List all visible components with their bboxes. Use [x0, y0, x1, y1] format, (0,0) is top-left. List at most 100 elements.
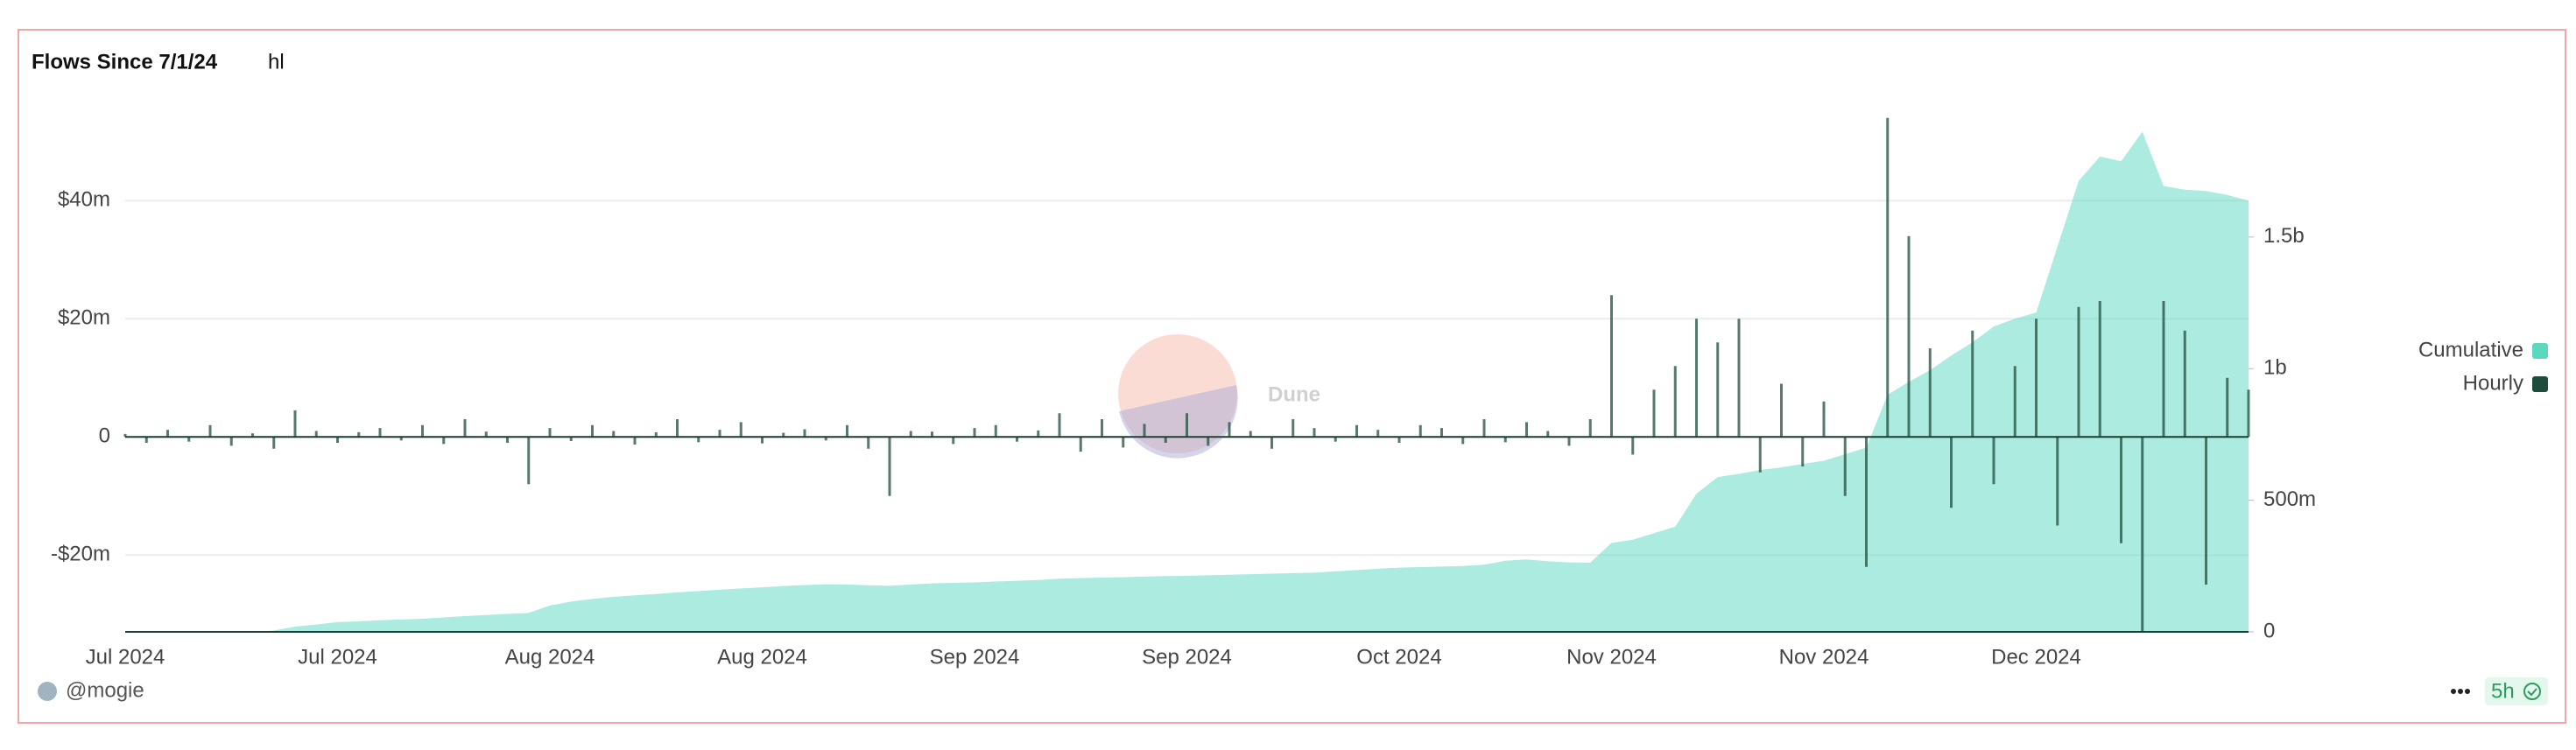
- hourly-bar: [2077, 306, 2080, 438]
- hourly-bar: [612, 431, 616, 438]
- hourly-bar: [1122, 437, 1125, 448]
- hourly-bar: [2226, 377, 2229, 438]
- hourly-bar: [591, 424, 594, 438]
- hourly-bar: [463, 419, 467, 438]
- more-button[interactable]: [2451, 689, 2470, 694]
- x-tick-label: Nov 2024: [1779, 645, 1869, 669]
- hourly-bar: [846, 424, 848, 438]
- hourly-bar: [803, 429, 806, 438]
- hourly-bar: [1418, 424, 1422, 438]
- hourly-bar: [1164, 437, 1167, 443]
- hourly-bar: [1334, 437, 1337, 442]
- chart-subtitle: hl: [268, 50, 285, 74]
- hourly-bar: [1716, 342, 1720, 438]
- hourly-bar: [1313, 428, 1316, 438]
- hourly-bar: [1058, 413, 1061, 438]
- hourly-bar: [1950, 437, 1953, 508]
- hourly-bar: [2098, 301, 2101, 438]
- hourly-bar: [314, 431, 318, 438]
- x-tick-label: Oct 2024: [1356, 645, 1441, 669]
- hourly-bar: [1186, 413, 1188, 438]
- hourly-bar: [1482, 419, 1486, 438]
- check-mark: [2527, 688, 2537, 697]
- hourly-bar: [399, 437, 403, 441]
- hourly-bar: [1631, 437, 1635, 455]
- author: @mogie: [66, 678, 144, 702]
- hourly-bar: [484, 431, 488, 438]
- hourly-bar: [2247, 389, 2250, 438]
- hourly-bar: [378, 428, 382, 438]
- hourly-bar: [1822, 401, 1826, 438]
- dot: [2451, 689, 2456, 694]
- hourly-bar: [1143, 424, 1146, 438]
- y2-tick-label: 1b: [2263, 356, 2287, 380]
- y-tick-label: $40m: [58, 188, 110, 212]
- hourly-bar: [2162, 301, 2165, 438]
- hourly-bar: [1016, 437, 1018, 442]
- watermark: Dune: [1118, 334, 1320, 459]
- hourly-bar: [1928, 348, 1932, 438]
- chart-title: Flows Since 7/1/24: [32, 50, 218, 74]
- y-tick-label: -$20m: [51, 543, 110, 566]
- hourly-bar: [166, 430, 169, 438]
- hourly-bar: [1376, 430, 1380, 438]
- hourly-bar: [1249, 431, 1252, 438]
- hourly-bar: [229, 437, 233, 446]
- hourly-bar: [973, 428, 976, 438]
- hourly-bar: [1079, 437, 1082, 452]
- hourly-bar: [1907, 235, 1911, 438]
- hourly-bar: [888, 437, 891, 496]
- x-tick-label: Aug 2024: [505, 645, 595, 669]
- hourly-bar: [272, 437, 276, 449]
- avatar: [38, 682, 57, 701]
- hourly-bar: [123, 433, 127, 438]
- hourly-bar: [187, 437, 191, 442]
- hourly-bar: [718, 430, 721, 438]
- hourly-bar: [1101, 419, 1103, 438]
- y-tick-label: 0: [99, 424, 110, 448]
- dot: [2458, 689, 2463, 694]
- x-tick-label: Sep 2024: [1142, 645, 1232, 669]
- legend-label: Hourly: [2463, 371, 2523, 395]
- hourly-bar: [654, 431, 658, 438]
- hourly-bar: [1207, 437, 1210, 446]
- hourly-bar: [2013, 366, 2016, 438]
- hourly-bar: [1971, 330, 1974, 438]
- hourly-bar: [782, 432, 785, 438]
- hourly-bar: [527, 437, 531, 485]
- hourly-bar: [1865, 437, 1868, 567]
- x-tick-label: Aug 2024: [717, 645, 807, 669]
- hourly-bar: [1037, 430, 1040, 438]
- hourly-bar: [1461, 437, 1465, 445]
- hourly-bar: [739, 422, 743, 438]
- hourly-bar: [569, 437, 573, 441]
- hourly-bar: [2120, 437, 2122, 543]
- hourly-bar: [208, 424, 212, 438]
- hourly-bar: [1270, 437, 1273, 449]
- hourly-bar: [1695, 319, 1698, 438]
- x-tick-label: Nov 2024: [1566, 645, 1657, 669]
- hourly-bar: [952, 437, 955, 445]
- hourly-bar: [931, 431, 933, 438]
- legend-label: Cumulative: [2418, 338, 2523, 361]
- hourly-bar: [994, 424, 997, 438]
- legend-swatch: [2532, 343, 2548, 359]
- hourly-bar: [761, 437, 764, 444]
- y2-tick-label: 1.5b: [2263, 224, 2305, 248]
- hourly-bar: [1886, 117, 1890, 438]
- hourly-bar: [1355, 424, 1358, 438]
- hourly-bar: [357, 431, 361, 438]
- hourly-bar: [144, 437, 148, 443]
- hourly-bar: [1567, 437, 1571, 446]
- hourly-bar: [1228, 422, 1231, 438]
- y-tick-label: $20m: [58, 306, 110, 330]
- hourly-bar: [1992, 437, 1995, 485]
- hourly-bar: [867, 437, 870, 449]
- hourly-bar: [697, 437, 700, 443]
- hourly-bar: [2183, 330, 2186, 438]
- x-tick-label: Jul 2024: [86, 645, 165, 669]
- hourly-bar: [1525, 422, 1528, 438]
- hourly-bar: [506, 437, 509, 443]
- hourly-bar: [1610, 295, 1613, 438]
